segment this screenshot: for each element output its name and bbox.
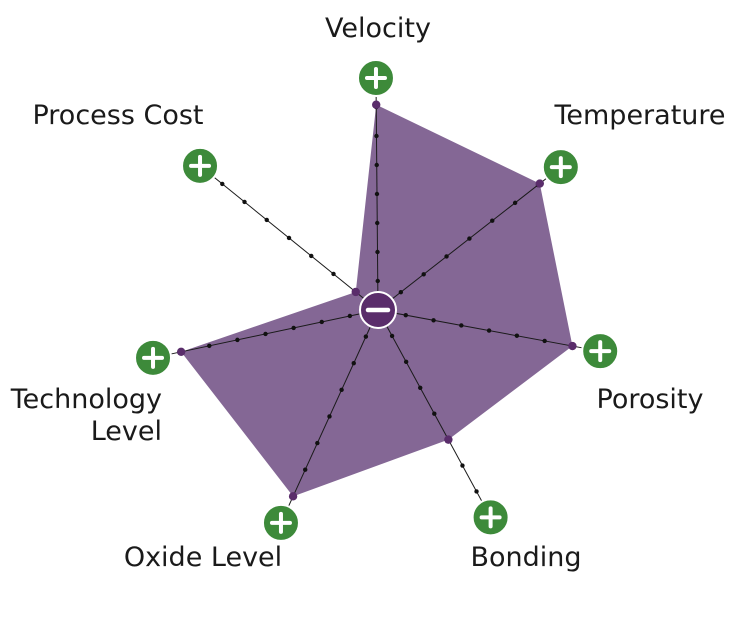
- tick-dot: [389, 333, 395, 339]
- axis-label: Process Cost: [32, 100, 203, 131]
- tick-dot: [486, 328, 492, 333]
- data-marker: [535, 179, 544, 188]
- data-marker: [568, 341, 577, 351]
- tick-dot: [512, 200, 518, 206]
- data-markers: [176, 100, 577, 501]
- tick-dot: [263, 331, 268, 337]
- tick-dot: [363, 334, 369, 339]
- tick-dot: [375, 249, 380, 255]
- tick-dot: [459, 323, 464, 328]
- tick-dot: [418, 385, 423, 390]
- tick-dot: [319, 319, 324, 325]
- tick-dot: [444, 254, 449, 259]
- axis-label-line: Bonding: [470, 542, 581, 573]
- tick-dot: [421, 272, 426, 277]
- tick-dot: [374, 191, 380, 197]
- axis-end-icons: [134, 59, 620, 542]
- plus-icon: [541, 148, 580, 187]
- axis-label-line: Level: [91, 416, 162, 447]
- tick-dot: [490, 218, 495, 223]
- tick-dot: [327, 414, 332, 419]
- spokes: [152, 78, 601, 524]
- tick-dot: [315, 440, 320, 446]
- axis-label-line: Oxide Level: [124, 542, 282, 573]
- tick-dot: [347, 313, 353, 319]
- axis-label: Technology Level: [10, 384, 162, 447]
- tick-dot: [235, 337, 240, 343]
- axis-label-line: Process Cost: [32, 100, 203, 131]
- plus-icon: [181, 146, 220, 185]
- tick-dot: [460, 463, 465, 468]
- tick-dot: [398, 289, 404, 295]
- axis-label: Oxide Level: [124, 542, 282, 573]
- axis-label: Velocity: [325, 13, 431, 44]
- tick-dot: [403, 312, 408, 318]
- tick-dot: [374, 162, 379, 168]
- tick-dot: [542, 338, 547, 344]
- plus-icon: [581, 332, 620, 371]
- tick-dot: [220, 181, 225, 187]
- tick-dot: [331, 271, 336, 277]
- axis-label: Porosity: [597, 384, 704, 415]
- tick-dot: [374, 133, 379, 139]
- tick-dot: [375, 278, 380, 284]
- tick-dot: [474, 489, 479, 494]
- axis-label-line: Temperature: [553, 100, 725, 131]
- tick-dot: [351, 361, 356, 366]
- tick-dot: [339, 387, 344, 393]
- tick-dot: [242, 199, 247, 205]
- axis-label-line: Porosity: [597, 384, 704, 415]
- tick-dot: [286, 235, 292, 241]
- center-minus-icon: [359, 291, 397, 329]
- tick-dot: [207, 343, 212, 349]
- axis-label: Bonding: [470, 542, 581, 573]
- plus-icon: [261, 503, 300, 542]
- tick-dot: [514, 333, 520, 338]
- plus-icon: [134, 338, 173, 377]
- plus-icon: [356, 59, 395, 98]
- tick-dot: [303, 467, 308, 472]
- plus-icon: [471, 498, 510, 537]
- data-marker: [176, 347, 186, 357]
- tick-dot: [375, 220, 380, 226]
- axis-label: Temperature: [553, 100, 725, 131]
- axis-labels: Velocity Temperature Porosity Bonding Oxide …: [10, 13, 726, 573]
- data-marker: [444, 435, 453, 444]
- tick-dot: [309, 253, 314, 259]
- data-marker: [288, 492, 298, 501]
- axis-label-line: Technology: [10, 384, 162, 415]
- tick-dots: [178, 104, 575, 499]
- tick-dot: [431, 318, 436, 323]
- tick-dot: [467, 236, 472, 241]
- tick-dot: [432, 411, 437, 416]
- data-marker: [372, 100, 381, 109]
- data-marker: [351, 287, 360, 297]
- tick-dot: [264, 217, 269, 223]
- tick-dot: [403, 359, 409, 365]
- axis-label-line: Velocity: [325, 13, 431, 44]
- tick-dot: [291, 325, 296, 331]
